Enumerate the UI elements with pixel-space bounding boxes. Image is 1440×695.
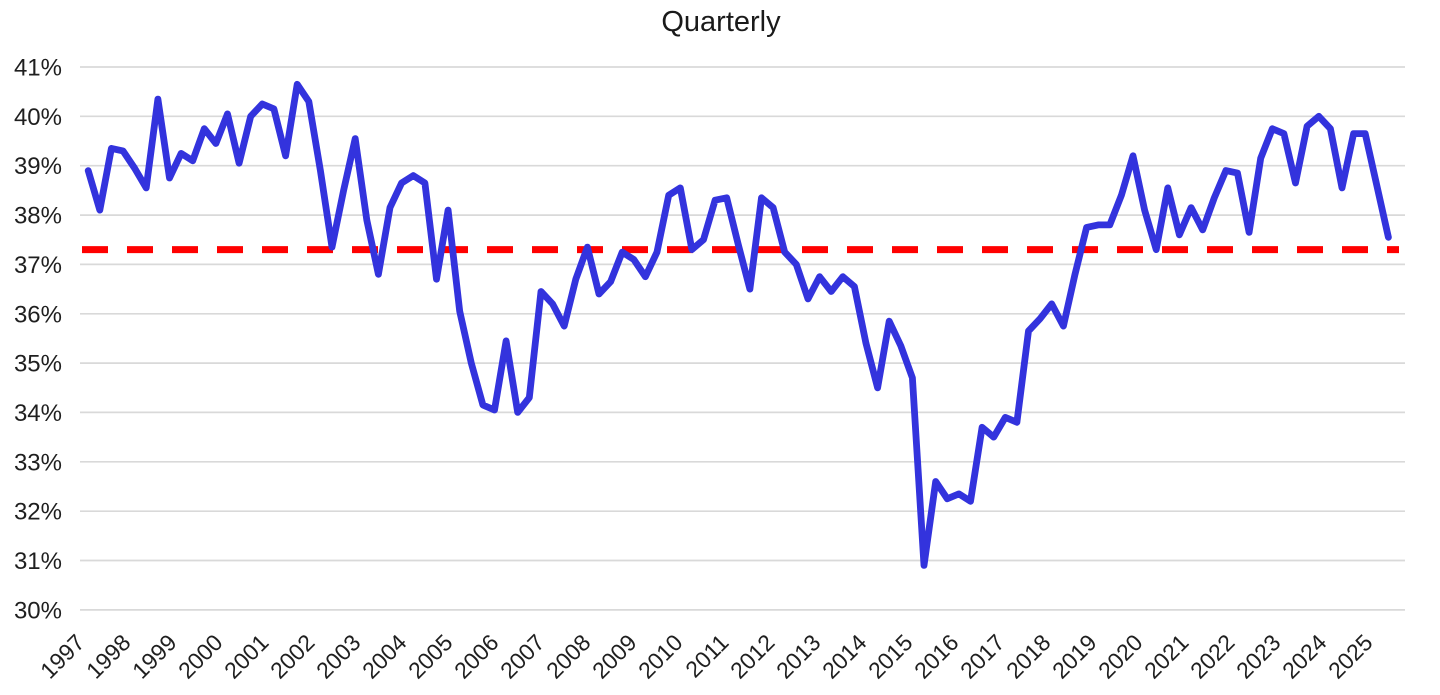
- y-axis-tick-label: 35%: [14, 351, 62, 378]
- x-axis-tick-label: 2013: [771, 629, 826, 684]
- quarterly-series-line: [84, 80, 1392, 569]
- x-axis-tick-label: 2015: [863, 629, 918, 684]
- x-axis-tick-label: 2014: [817, 629, 872, 684]
- y-axis-tick-label: 34%: [14, 400, 62, 427]
- x-axis-labels: 1997199819992000200120022003200420052006…: [35, 629, 1378, 684]
- x-axis-tick-label: 2018: [1001, 629, 1056, 684]
- x-axis-tick-label: 2021: [1139, 629, 1194, 684]
- y-axis-tick-label: 40%: [14, 104, 62, 131]
- x-axis-tick-label: 2008: [541, 629, 596, 684]
- y-axis-tick-label: 33%: [14, 449, 62, 476]
- x-axis-tick-label: 1997: [35, 629, 90, 684]
- gridlines: [80, 66, 1405, 611]
- chart-title: Quarterly: [661, 6, 781, 38]
- x-axis-tick-label: 2012: [725, 629, 780, 684]
- x-axis-tick-label: 1998: [81, 629, 136, 684]
- y-axis-labels: 41% 40% 39% 38% 37% 36% 35% 34% 33% 32% 31% 30%: [14, 55, 62, 625]
- x-axis-tick-label: 2022: [1185, 629, 1240, 684]
- x-axis-tick-label: 2025: [1323, 629, 1378, 684]
- y-axis-tick-label: 41%: [14, 55, 62, 82]
- x-axis-tick-label: 2024: [1277, 629, 1332, 684]
- x-axis-tick-label: 2005: [403, 629, 458, 684]
- x-axis-tick-label: 2011: [680, 629, 733, 682]
- y-axis-tick-label: 32%: [14, 499, 62, 526]
- x-axis-tick-label: 2006: [449, 629, 504, 684]
- x-axis-tick-label: 2007: [495, 629, 550, 684]
- y-axis-tick-label: 37%: [14, 252, 62, 279]
- x-axis-tick-label: 2016: [909, 629, 964, 684]
- y-axis-tick-label: 38%: [14, 203, 62, 230]
- x-axis-tick-label: 2017: [955, 629, 1010, 684]
- y-axis-tick-label: 36%: [14, 301, 62, 328]
- series-group: [84, 80, 1392, 569]
- x-axis-tick-label: 2001: [219, 629, 274, 684]
- x-axis-tick-label: 2019: [1047, 629, 1102, 684]
- x-axis-tick-label: 2002: [265, 629, 320, 684]
- x-axis-tick-label: 2020: [1093, 629, 1148, 684]
- x-axis-tick-label: 2010: [633, 629, 688, 684]
- y-axis-tick-label: 30%: [14, 597, 62, 624]
- y-axis-tick-label: 31%: [14, 548, 62, 575]
- x-axis-tick-label: 2003: [311, 629, 366, 684]
- x-axis-tick-label: 2000: [173, 629, 228, 684]
- x-axis-tick-label: 2004: [357, 629, 412, 684]
- x-axis-tick-label: 2009: [587, 629, 642, 684]
- x-axis-tick-label: 2023: [1231, 629, 1286, 684]
- y-axis-tick-label: 39%: [14, 153, 62, 180]
- x-axis-tick-label: 1999: [127, 629, 182, 684]
